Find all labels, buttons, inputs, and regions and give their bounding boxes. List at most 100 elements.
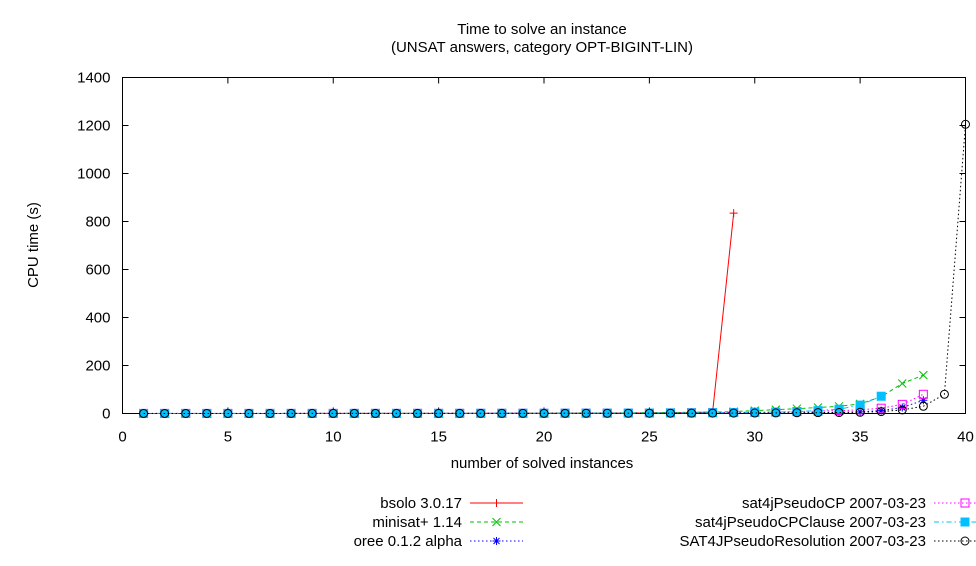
data-point (644, 408, 654, 418)
series-line (143, 374, 924, 414)
data-point (729, 209, 738, 218)
data-point (687, 408, 697, 418)
data-point (855, 400, 865, 410)
data-point (244, 408, 254, 418)
legend-marker (960, 498, 970, 508)
y-tick-label: 0 (102, 406, 110, 423)
legend-item: bsolo 3.0.17 (380, 495, 523, 512)
data-point (370, 408, 380, 418)
chart-title: Time to solve an instance (457, 21, 627, 38)
x-tick-label: 25 (641, 429, 658, 446)
data-point (708, 408, 718, 418)
legend-label: SAT4JPseudoResolution 2007-03-23 (679, 533, 926, 550)
data-point (223, 408, 233, 418)
data-point (497, 408, 507, 418)
data-point (286, 408, 296, 418)
y-tick-label: 400 (85, 310, 110, 327)
legend-label: minisat+ 1.14 (372, 514, 462, 531)
y-tick-label: 600 (85, 262, 110, 279)
data-point (434, 408, 444, 418)
series-line (143, 395, 882, 414)
data-point (729, 408, 739, 418)
legend-label: bsolo 3.0.17 (380, 495, 462, 512)
data-point (813, 408, 823, 418)
data-point (897, 405, 907, 415)
data-point (349, 408, 359, 418)
data-point (918, 370, 928, 380)
legend-label: oree 0.1.2 alpha (354, 533, 463, 550)
legend-item: oree 0.1.2 alpha (354, 533, 523, 550)
data-point (834, 404, 844, 414)
data-point (413, 408, 423, 418)
data-point (265, 408, 275, 418)
y-axis-ticks: 0 200 400 600 800 1000 1200 1400 (77, 70, 966, 423)
data-point (602, 408, 612, 418)
y-tick-label: 1000 (77, 166, 110, 183)
plot-frame (122, 77, 966, 414)
y-tick-label: 800 (85, 214, 110, 231)
legend-item: SAT4JPseudoResolution 2007-03-23 (679, 533, 976, 550)
legend-marker (960, 536, 970, 546)
data-point (328, 408, 338, 418)
data-point (919, 396, 928, 405)
data-point (665, 408, 675, 418)
legend-item: minisat+ 1.14 (372, 514, 523, 531)
legend-label: sat4jPseudoCPClause 2007-03-23 (695, 514, 926, 531)
data-point (898, 403, 907, 412)
data-point (876, 407, 886, 417)
legend-marker (492, 499, 501, 507)
x-tick-label: 35 (852, 429, 869, 446)
data-point (771, 408, 781, 418)
chart-subtitle: (UNSAT answers, category OPT-BIGINT-LIN) (391, 39, 693, 56)
data-point (897, 399, 907, 409)
data-point (876, 391, 886, 401)
data-point (476, 408, 486, 418)
data-point (307, 408, 317, 418)
data-point (202, 408, 212, 418)
data-point (918, 401, 928, 411)
x-tick-label: 10 (325, 429, 342, 446)
legend-marker (492, 517, 501, 527)
data-point (918, 389, 928, 399)
x-tick-label: 40 (957, 429, 974, 446)
legend-item: sat4jPseudoCP 2007-03-23 (742, 495, 976, 512)
data-point (876, 403, 886, 413)
legend-marker (492, 537, 501, 545)
x-tick-label: 30 (746, 429, 763, 446)
legend: bsolo 3.0.17 minisat+ 1.14 oree 0.1.2 alph… (354, 495, 976, 550)
series-line (143, 213, 735, 414)
data-point (139, 408, 149, 418)
x-axis-label: number of solved instances (451, 455, 634, 472)
data-point (518, 408, 528, 418)
data-point (939, 389, 949, 399)
x-tick-label: 20 (536, 429, 553, 446)
data-point (623, 408, 633, 418)
legend-item: sat4jPseudoCPClause 2007-03-23 (695, 514, 976, 531)
data-point (834, 408, 844, 418)
data-point (897, 379, 907, 388)
data-point (792, 408, 802, 418)
data-point (160, 408, 170, 418)
data-point (813, 406, 823, 416)
plot-series (139, 119, 970, 418)
data-point (181, 408, 191, 418)
x-axis-ticks: 0 5 10 15 20 25 30 35 40 (118, 77, 974, 446)
series-line (143, 393, 924, 414)
x-tick-label: 5 (224, 429, 232, 446)
x-tick-label: 0 (118, 429, 126, 446)
data-point (560, 408, 570, 418)
data-point (877, 406, 886, 415)
data-point (391, 408, 401, 418)
data-point (750, 408, 760, 418)
series-0 (139, 209, 738, 418)
y-tick-label: 1400 (77, 70, 110, 87)
data-point (539, 408, 549, 418)
y-tick-label: 200 (85, 358, 110, 375)
series-2 (139, 396, 928, 418)
legend-marker (960, 517, 970, 527)
y-tick-label: 1200 (77, 118, 110, 135)
data-point (455, 408, 465, 418)
x-tick-label: 15 (430, 429, 447, 446)
legend-label: sat4jPseudoCP 2007-03-23 (742, 495, 926, 512)
